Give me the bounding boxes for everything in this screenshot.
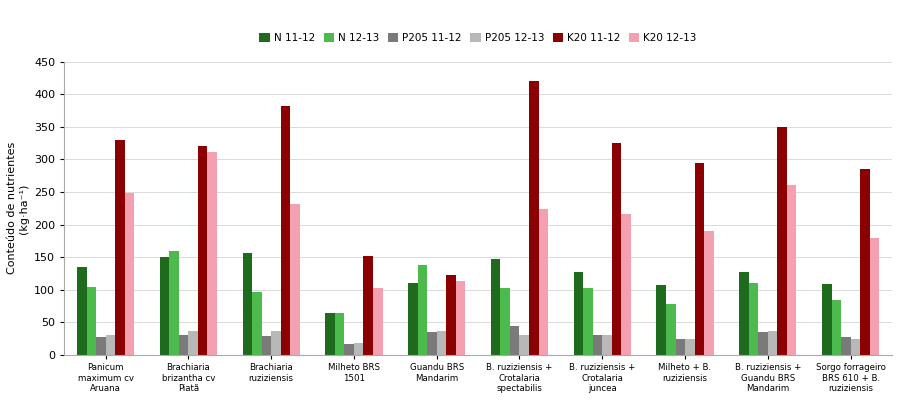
- Bar: [574, 272, 583, 355]
- Bar: [446, 276, 456, 355]
- Bar: [252, 292, 262, 355]
- Bar: [198, 146, 208, 355]
- Bar: [179, 335, 189, 355]
- Bar: [666, 304, 675, 355]
- Bar: [96, 337, 106, 355]
- Bar: [501, 288, 510, 355]
- Bar: [583, 288, 592, 355]
- Bar: [841, 337, 850, 355]
- Bar: [778, 127, 787, 355]
- Bar: [520, 335, 529, 355]
- Bar: [704, 231, 714, 355]
- Bar: [749, 283, 758, 355]
- Bar: [427, 332, 437, 355]
- Bar: [169, 251, 179, 355]
- Bar: [510, 326, 520, 355]
- Bar: [335, 312, 344, 355]
- Bar: [280, 106, 290, 355]
- Bar: [189, 331, 198, 355]
- Bar: [832, 300, 841, 355]
- Bar: [208, 152, 217, 355]
- Bar: [656, 284, 666, 355]
- Bar: [822, 284, 832, 355]
- Bar: [243, 253, 252, 355]
- Bar: [456, 281, 466, 355]
- Bar: [787, 185, 797, 355]
- Bar: [675, 339, 685, 355]
- Bar: [408, 283, 418, 355]
- Bar: [344, 344, 354, 355]
- Bar: [354, 342, 363, 355]
- Bar: [325, 312, 335, 355]
- Bar: [592, 335, 602, 355]
- Bar: [290, 204, 299, 355]
- Bar: [758, 332, 768, 355]
- Y-axis label: Conteúdo de nutrientes
(kg·ha⁻¹): Conteúdo de nutrientes (kg·ha⁻¹): [7, 142, 29, 274]
- Bar: [115, 140, 125, 355]
- Bar: [271, 331, 280, 355]
- Bar: [373, 288, 382, 355]
- Bar: [768, 331, 778, 355]
- Bar: [125, 193, 134, 355]
- Bar: [869, 238, 879, 355]
- Bar: [685, 339, 695, 355]
- Bar: [621, 214, 631, 355]
- Bar: [602, 335, 612, 355]
- Bar: [695, 163, 704, 355]
- Bar: [529, 81, 539, 355]
- Bar: [612, 143, 621, 355]
- Bar: [86, 286, 96, 355]
- Bar: [491, 258, 501, 355]
- Bar: [539, 209, 548, 355]
- Bar: [418, 265, 427, 355]
- Bar: [850, 339, 860, 355]
- Bar: [160, 257, 169, 355]
- Bar: [106, 335, 115, 355]
- Bar: [262, 336, 271, 355]
- Bar: [739, 272, 749, 355]
- Bar: [860, 169, 869, 355]
- Bar: [363, 256, 373, 355]
- Bar: [77, 267, 86, 355]
- Legend: N 11-12, N 12-13, P205 11-12, P205 12-13, K20 11-12, K20 12-13: N 11-12, N 12-13, P205 11-12, P205 12-13…: [255, 29, 701, 47]
- Bar: [437, 332, 446, 355]
